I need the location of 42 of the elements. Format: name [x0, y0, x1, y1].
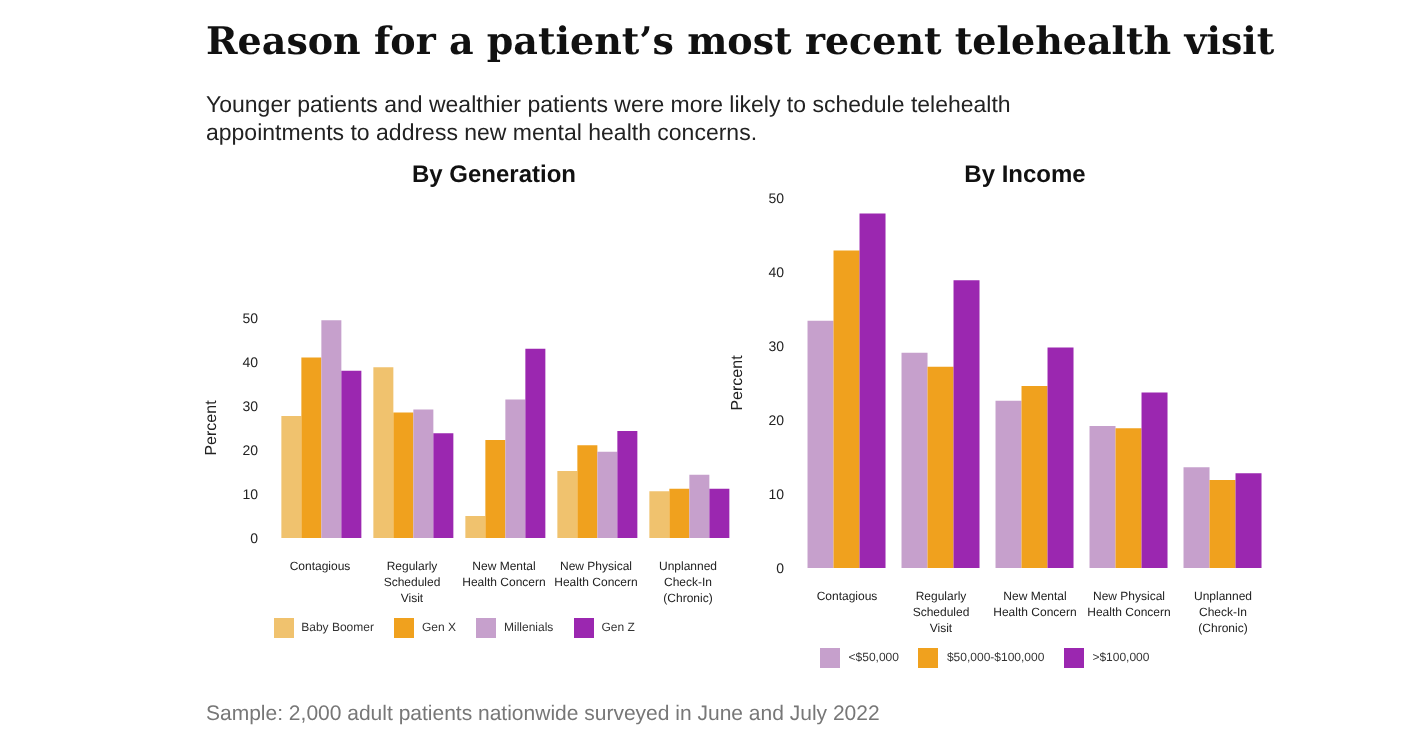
bar — [505, 399, 526, 538]
text: Reason for a patient’s most recent telehealth visit — [206, 20, 1275, 64]
bar — [433, 433, 454, 538]
bar — [597, 451, 618, 538]
bar — [859, 213, 886, 568]
bar — [341, 370, 362, 538]
bar — [373, 367, 394, 538]
bar — [1089, 425, 1116, 568]
bar — [1235, 473, 1262, 568]
bar — [927, 366, 954, 568]
bar — [617, 431, 638, 538]
bar — [485, 439, 506, 538]
bar — [465, 516, 486, 538]
bar — [1183, 467, 1210, 568]
text: Sample: 2,000 adult patients nationwide surveyed in June and July 2022 — [206, 702, 880, 726]
bar — [577, 445, 598, 538]
bar — [995, 400, 1022, 568]
bar — [689, 474, 710, 538]
bar — [557, 471, 578, 538]
chart-title: By Income — [962, 160, 1088, 188]
bar — [413, 409, 434, 538]
text: Younger patients and wealthier patients were more likely to schedule telehealth appointments to address new mental health concerns. — [206, 92, 1013, 148]
chart-title: By Generation — [409, 160, 579, 188]
bar — [525, 348, 546, 538]
y-axis-title: Percent — [727, 353, 746, 411]
bar — [833, 250, 860, 568]
bar — [1141, 392, 1168, 568]
bar — [953, 280, 980, 568]
bar — [1115, 428, 1142, 568]
bar — [1021, 385, 1048, 568]
bar — [649, 491, 670, 538]
bar — [281, 416, 302, 538]
bar — [1209, 479, 1236, 568]
bar — [709, 488, 730, 538]
bar — [1047, 347, 1074, 568]
bar — [669, 488, 690, 538]
bar — [321, 320, 342, 538]
bar — [393, 412, 414, 538]
bar — [901, 352, 928, 568]
y-axis-title: Percent — [201, 398, 220, 456]
bar — [807, 320, 834, 568]
bar — [301, 357, 322, 538]
